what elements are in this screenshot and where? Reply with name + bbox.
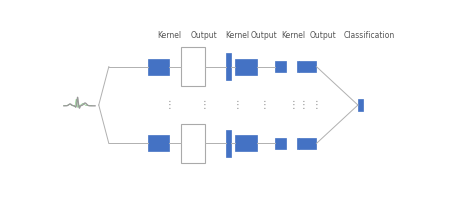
Bar [299, 61, 317, 72]
Text: Output: Output [251, 31, 278, 40]
Text: Output: Output [191, 31, 218, 40]
Bar [358, 99, 363, 111]
Text: ⋮: ⋮ [298, 100, 308, 110]
Bar [275, 138, 286, 149]
Text: Kernel: Kernel [225, 31, 249, 40]
Text: Classification: Classification [344, 31, 395, 40]
Bar [226, 53, 231, 80]
Bar [297, 138, 300, 149]
Bar [148, 135, 169, 151]
Bar [299, 138, 317, 149]
Text: ⋮: ⋮ [259, 100, 269, 110]
Bar [275, 61, 286, 72]
Bar [182, 47, 205, 86]
Text: ⋮: ⋮ [311, 100, 321, 110]
Bar [235, 135, 257, 151]
Text: Kernel: Kernel [282, 31, 306, 40]
Text: ⋮: ⋮ [164, 100, 174, 110]
Text: ⋮: ⋮ [200, 100, 209, 110]
Bar [226, 130, 231, 157]
Bar [297, 61, 300, 72]
Bar [148, 59, 169, 75]
Text: ⋮: ⋮ [289, 100, 299, 110]
Text: ⋮: ⋮ [233, 100, 242, 110]
Text: Kernel: Kernel [157, 31, 182, 40]
Text: Output: Output [310, 31, 337, 40]
Bar [235, 59, 257, 75]
Bar [182, 124, 205, 163]
